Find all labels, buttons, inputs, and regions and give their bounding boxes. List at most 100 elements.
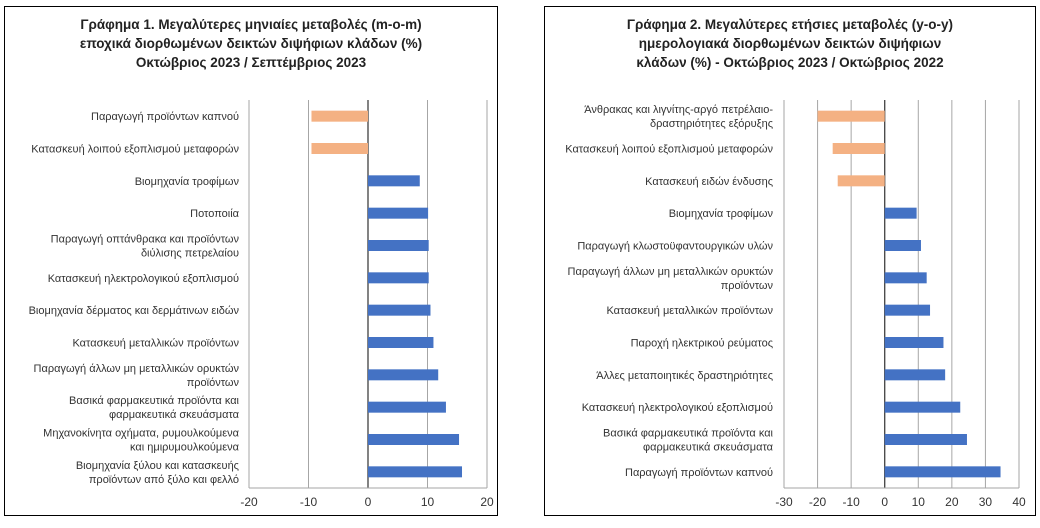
chart-2-title-line-2: ημερολογιακά διορθωμένων δεικτών διψήφιω… xyxy=(638,36,942,51)
chart-2-category-label-8: Άλλες μεταποιητικές δραστηριότητες xyxy=(596,370,773,382)
chart-2-bar-8 xyxy=(884,369,946,381)
chart-2-category-label-1: Κατασκευή λοιπού εξοπλισμού μεταφορών xyxy=(565,144,773,156)
chart-2-category-label-10-line-1: φαρμακευτικά σκευάσματα xyxy=(643,442,774,454)
chart-1-category-label-9-line-1: φαρμακευτικά σκευάσματα xyxy=(109,409,240,421)
chart-2-category-label-8-line-0: Άλλες μεταποιητικές δραστηριότητες xyxy=(596,370,773,382)
chart-2-bar-9 xyxy=(884,401,961,413)
chart-2-category-label-0-line-1: δραστηριότητες εξόρυξης xyxy=(650,118,773,130)
chart-1-tick-label-3: 10 xyxy=(421,495,435,509)
chart-1-category-label-4-line-1: διύλισης πετρελαίου xyxy=(141,248,239,260)
chart-1-category-label-1-line-0: Κατασκευή λοιπού εξοπλισμού μεταφορών xyxy=(31,144,239,156)
chart-2-bar-0 xyxy=(817,110,885,122)
chart-1-bar-3 xyxy=(368,207,429,219)
chart-2-category-label-11: Παραγωγή προϊόντων καπνού xyxy=(625,467,773,479)
chart-1-tick-label-0: -20 xyxy=(240,495,258,509)
chart-1-title-line-1: Γράφημα 1. Μεγαλύτερες μηνιαίες μεταβολέ… xyxy=(80,17,422,32)
chart-2-category-label-6: Κατασκευή μεταλλικών προϊόντων xyxy=(606,305,773,317)
chart-2-category-label-3: Βιομηχανία τροφίμων xyxy=(669,208,774,220)
chart-1-category-label-4: Παραγωγή οπτάνθρακα και προϊόντων διύλιση… xyxy=(51,234,240,260)
chart-2-bar-4 xyxy=(884,240,921,251)
chart-2-tick-label-6: 30 xyxy=(979,495,993,509)
chart-2-category-label-6-line-0: Κατασκευή μεταλλικών προϊόντων xyxy=(606,305,773,317)
chart-1-bar-11 xyxy=(368,466,463,478)
chart-2-category-label-2: Κατασκευή ειδών ένδυσης xyxy=(645,176,773,188)
chart-2-tick-label-5: 20 xyxy=(945,495,959,509)
chart-1-category-label-8-line-0: Παραγωγή άλλων μη μεταλλικών ορυκτών xyxy=(34,363,240,375)
chart-2-category-label-1-line-0: Κατασκευή λοιπού εξοπλισμού μεταφορών xyxy=(565,144,773,156)
chart-1-category-label-5: Κατασκευή ηλεκτρολογικού εξοπλισμού xyxy=(48,273,239,285)
chart-1-category-label-2: Βιομηχανία τροφίμων xyxy=(135,176,240,188)
chart-1-category-label-5-line-0: Κατασκευή ηλεκτρολογικού εξοπλισμού xyxy=(48,273,239,285)
chart-1-category-label-3-line-0: Ποτοποιία xyxy=(190,208,239,220)
chart-2-tick-label-1: -20 xyxy=(809,495,827,509)
chart-2-category-label-3-line-0: Βιομηχανία τροφίμων xyxy=(669,208,774,220)
chart-1-category-label-3: Ποτοποιία xyxy=(190,208,239,220)
chart-1-bar-1 xyxy=(311,143,368,154)
chart-2-bar-1 xyxy=(832,143,885,154)
chart-2-title-line-3: κλάδων (%) - Οκτώβριος 2023 / Οκτώβριος … xyxy=(636,55,944,70)
chart-2-category-label-5: Παραγωγή άλλων μη μεταλλικών ορυκτών προϊ… xyxy=(568,266,774,292)
chart-2-category-label-5-line-1: προϊόντων xyxy=(721,280,774,292)
chart-2-plot: Άνθρακας και λιγνίτης-αργό πετρέλαιο-δρα… xyxy=(565,100,1026,509)
chart-1-category-label-0-line-0: Παραγωγή προϊόντων καπνού xyxy=(91,111,239,123)
chart-2-category-label-5-line-0: Παραγωγή άλλων μη μεταλλικών ορυκτών xyxy=(568,266,774,278)
chart-1-category-label-9: Βασικά φαρμακευτικά προϊόντα και φαρμακευ… xyxy=(69,395,240,421)
chart-2-bar-6 xyxy=(884,304,931,316)
chart-2-bar-11 xyxy=(884,466,1001,478)
chart-1-category-label-11-line-0: Βιομηχανία ξύλου και κατασκευής xyxy=(76,460,239,472)
chart-1-category-label-4-line-0: Παραγωγή οπτάνθρακα και προϊόντων xyxy=(51,234,240,246)
chart-2-bar-5 xyxy=(884,272,927,284)
chart-1-category-label-7-line-0: Κατασκευή μεταλλικών προϊόντων xyxy=(72,338,239,350)
chart-1-bar-4 xyxy=(368,240,429,251)
chart-2-title: Γράφημα 2. Μεγαλύτερες ετήσιες μεταβολές… xyxy=(545,15,1035,72)
chart-1-category-label-10-line-1: και ημιρυμουλκούμενα xyxy=(130,442,240,454)
chart-panel-1: Γράφημα 1. Μεγαλύτερες μηνιαίες μεταβολέ… xyxy=(4,6,498,516)
chart-1-bar-6 xyxy=(368,304,431,316)
chart-2-category-label-9-line-0: Κατασκευή ηλεκτρολογικού εξοπλισμού xyxy=(582,402,773,414)
chart-1-bar-10 xyxy=(368,434,460,445)
chart-2-category-label-4: Παραγωγή κλωστοϋφαντουργικών υλών xyxy=(577,241,773,253)
chart-1-bar-5 xyxy=(368,272,429,284)
chart-1-category-label-9-line-0: Βασικά φαρμακευτικά προϊόντα και xyxy=(69,395,240,407)
chart-1-bar-2 xyxy=(368,175,420,187)
chart-1-tick-label-2: 0 xyxy=(365,495,372,509)
chart-1-bar-0 xyxy=(311,110,368,122)
chart-1-category-label-2-line-0: Βιομηχανία τροφίμων xyxy=(135,176,240,188)
chart-1-plot: Παραγωγή προϊόντων καπνού Κατασκευή λοιπο… xyxy=(29,100,494,509)
chart-1-category-label-8: Παραγωγή άλλων μη μεταλλικών ορυκτών προϊ… xyxy=(34,363,240,389)
chart-1-category-label-1: Κατασκευή λοιπού εξοπλισμού μεταφορών xyxy=(31,144,239,156)
chart-2-category-label-4-line-0: Παραγωγή κλωστοϋφαντουργικών υλών xyxy=(577,241,773,253)
chart-2-category-label-10-line-0: Βασικά φαρμακευτικά προϊόντα και xyxy=(603,428,774,440)
chart-1-category-label-11-line-1: προϊόντων από ξύλο και φελλό xyxy=(89,474,239,486)
chart-1-title-line-2: εποχικά διορθωμένων δεικτών διψήφιων κλά… xyxy=(79,36,423,51)
chart-1-bar-7 xyxy=(368,337,434,348)
chart-2-bar-7 xyxy=(884,337,944,348)
chart-2-category-label-2-line-0: Κατασκευή ειδών ένδυσης xyxy=(645,176,773,188)
chart-1-category-label-6: Βιομηχανία δέρματος και δερμάτινων ειδών xyxy=(29,305,240,317)
chart-1-category-label-8-line-1: προϊόντων xyxy=(187,377,240,389)
chart-2-category-label-7-line-0: Παροχή ηλεκτρικού ρεύματος xyxy=(631,338,773,350)
chart-2-title-line-1: Γράφημα 2. Μεγαλύτερες ετήσιες μεταβολές… xyxy=(626,17,954,32)
chart-2-category-label-7: Παροχή ηλεκτρικού ρεύματος xyxy=(631,338,773,350)
chart-1-title-line-3: Οκτώβριος 2023 / Σεπτέμβριος 2023 xyxy=(135,55,367,70)
chart-2-tick-label-7: 40 xyxy=(1012,495,1026,509)
chart-1-bar-8 xyxy=(368,369,439,381)
chart-2-category-label-10: Βασικά φαρμακευτικά προϊόντα και φαρμακευ… xyxy=(603,428,774,454)
chart-1-category-label-10-line-0: Μηχανοκίνητα οχήματα, ρυμουλκούμενα xyxy=(43,428,239,440)
chart-1-category-label-7: Κατασκευή μεταλλικών προϊόντων xyxy=(72,338,239,350)
chart-2-category-label-0: Άνθρακας και λιγνίτης-αργό πετρέλαιο-δρα… xyxy=(584,104,773,130)
chart-1-bar-9 xyxy=(368,401,446,413)
chart-2-tick-label-4: 10 xyxy=(912,495,926,509)
chart-panel-2: Γράφημα 2. Μεγαλύτερες ετήσιες μεταβολές… xyxy=(544,6,1036,516)
chart-1-tick-label-1: -10 xyxy=(300,495,318,509)
chart-1-category-label-10: Μηχανοκίνητα οχήματα, ρυμουλκούμενα και η… xyxy=(43,428,239,454)
chart-2-bar-2 xyxy=(837,175,885,187)
chart-2-bar-3 xyxy=(884,207,917,219)
chart-2-category-label-9: Κατασκευή ηλεκτρολογικού εξοπλισμού xyxy=(582,402,773,414)
chart-1-category-label-0: Παραγωγή προϊόντων καπνού xyxy=(91,111,239,123)
chart-1-tick-label-4: 20 xyxy=(480,495,494,509)
chart-1-category-label-11: Βιομηχανία ξύλου και κατασκευής προϊόντων… xyxy=(76,460,239,486)
chart-2-tick-label-0: -30 xyxy=(775,495,793,509)
chart-2-tick-label-3: 0 xyxy=(881,495,888,509)
chart-2-bar-10 xyxy=(884,434,967,445)
